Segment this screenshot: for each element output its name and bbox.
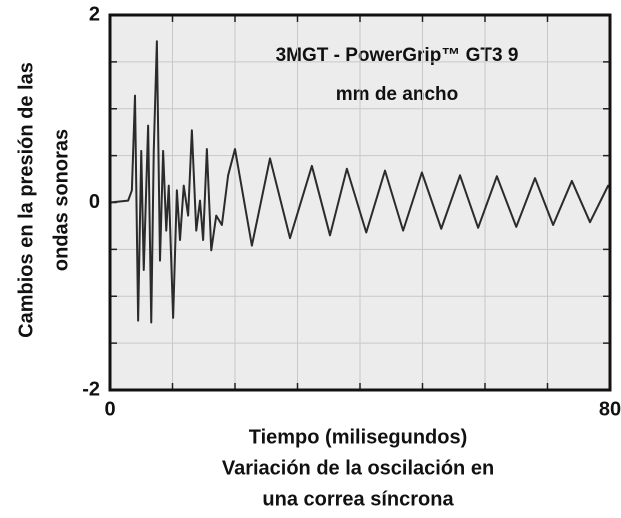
y-tick-label: 0 xyxy=(89,191,100,213)
y-axis-label: ondas sonoras xyxy=(50,129,72,271)
x-axis-label: Tiempo (milisegundos) xyxy=(249,426,468,448)
data-line xyxy=(109,40,611,324)
x-tick-label: 80 xyxy=(599,398,621,420)
chart-title: una correa síncrona xyxy=(262,488,454,510)
x-tick-label: 0 xyxy=(104,398,115,420)
y-axis-label: Cambios en la presión de las xyxy=(15,62,37,338)
chart-title: Variación de la oscilación en xyxy=(222,457,494,479)
annotation: 3MGT - PowerGrip™ GT3 9 xyxy=(276,45,519,66)
y-tick-label: 2 xyxy=(89,3,100,25)
annotation: mm de ancho xyxy=(336,84,458,105)
plot-border xyxy=(108,13,612,392)
y-tick-label: -2 xyxy=(82,378,100,400)
